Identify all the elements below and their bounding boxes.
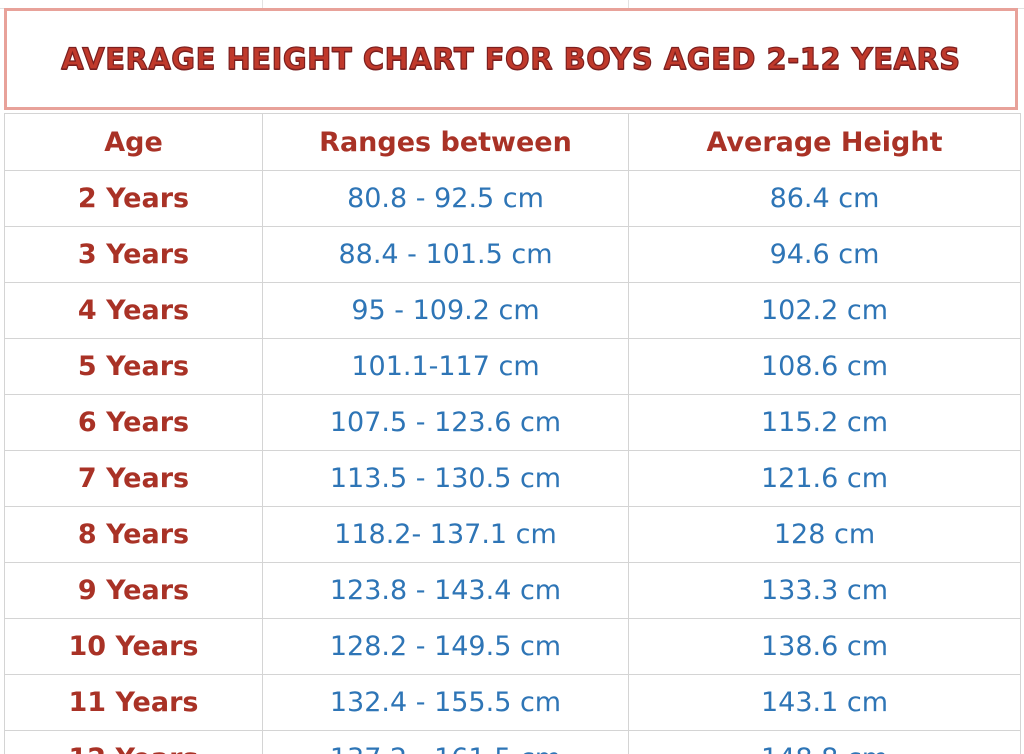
table-row: 9 Years 123.8 - 143.4 cm 133.3 cm: [4, 562, 1021, 619]
range-cell[interactable]: 123.8 - 143.4 cm: [262, 562, 629, 619]
range-cell[interactable]: 132.4 - 155.5 cm: [262, 674, 629, 731]
table-row: 7 Years 113.5 - 130.5 cm 121.6 cm: [4, 450, 1021, 507]
age-cell[interactable]: 11 Years: [4, 674, 263, 731]
header-average[interactable]: Average Height: [628, 113, 1021, 171]
average-cell[interactable]: 133.3 cm: [628, 562, 1021, 619]
age-cell[interactable]: 5 Years: [4, 338, 263, 395]
age-cell[interactable]: 4 Years: [4, 282, 263, 339]
range-cell[interactable]: 107.5 - 123.6 cm: [262, 394, 629, 451]
table-row: 12 Years 137.2 - 161.5 cm 148.8 cm: [4, 730, 1021, 754]
average-cell[interactable]: 121.6 cm: [628, 450, 1021, 507]
table-row: 5 Years 101.1-117 cm 108.6 cm: [4, 338, 1021, 395]
header-range[interactable]: Ranges between: [262, 113, 629, 171]
average-cell[interactable]: 115.2 cm: [628, 394, 1021, 451]
average-cell[interactable]: 128 cm: [628, 506, 1021, 563]
range-cell[interactable]: 128.2 - 149.5 cm: [262, 618, 629, 675]
age-cell[interactable]: 7 Years: [4, 450, 263, 507]
age-cell[interactable]: 12 Years: [4, 730, 263, 754]
range-cell[interactable]: 113.5 - 130.5 cm: [262, 450, 629, 507]
table-row: 11 Years 132.4 - 155.5 cm 143.1 cm: [4, 674, 1021, 731]
average-cell[interactable]: 94.6 cm: [628, 226, 1021, 283]
range-cell[interactable]: 80.8 - 92.5 cm: [262, 170, 629, 227]
average-cell[interactable]: 86.4 cm: [628, 170, 1021, 227]
range-cell[interactable]: 101.1-117 cm: [262, 338, 629, 395]
table-row: 6 Years 107.5 - 123.6 cm 115.2 cm: [4, 394, 1021, 451]
range-cell[interactable]: 95 - 109.2 cm: [262, 282, 629, 339]
title-cell[interactable]: Average Height Chart for Boys Aged 2-12 …: [4, 8, 1018, 110]
average-cell[interactable]: 148.8 cm: [628, 730, 1021, 754]
chart-title: Average Height Chart for Boys Aged 2-12 …: [61, 41, 961, 76]
height-table: Age Ranges between Average Height 2 Year…: [4, 113, 1021, 754]
age-cell[interactable]: 8 Years: [4, 506, 263, 563]
table-row: 10 Years 128.2 - 149.5 cm 138.6 cm: [4, 618, 1021, 675]
table-row: 4 Years 95 - 109.2 cm 102.2 cm: [4, 282, 1021, 339]
header-age[interactable]: Age: [4, 113, 263, 171]
average-cell[interactable]: 138.6 cm: [628, 618, 1021, 675]
header-row: Age Ranges between Average Height: [4, 113, 1021, 171]
table-row: 8 Years 118.2- 137.1 cm 128 cm: [4, 506, 1021, 563]
average-cell[interactable]: 102.2 cm: [628, 282, 1021, 339]
age-cell[interactable]: 10 Years: [4, 618, 263, 675]
age-cell[interactable]: 9 Years: [4, 562, 263, 619]
average-cell[interactable]: 108.6 cm: [628, 338, 1021, 395]
age-cell[interactable]: 6 Years: [4, 394, 263, 451]
age-cell[interactable]: 2 Years: [4, 170, 263, 227]
table-row: 3 Years 88.4 - 101.5 cm 94.6 cm: [4, 226, 1021, 283]
range-cell[interactable]: 88.4 - 101.5 cm: [262, 226, 629, 283]
table-row: 2 Years 80.8 - 92.5 cm 86.4 cm: [4, 170, 1021, 227]
age-cell[interactable]: 3 Years: [4, 226, 263, 283]
average-cell[interactable]: 143.1 cm: [628, 674, 1021, 731]
range-cell[interactable]: 137.2 - 161.5 cm: [262, 730, 629, 754]
range-cell[interactable]: 118.2- 137.1 cm: [262, 506, 629, 563]
